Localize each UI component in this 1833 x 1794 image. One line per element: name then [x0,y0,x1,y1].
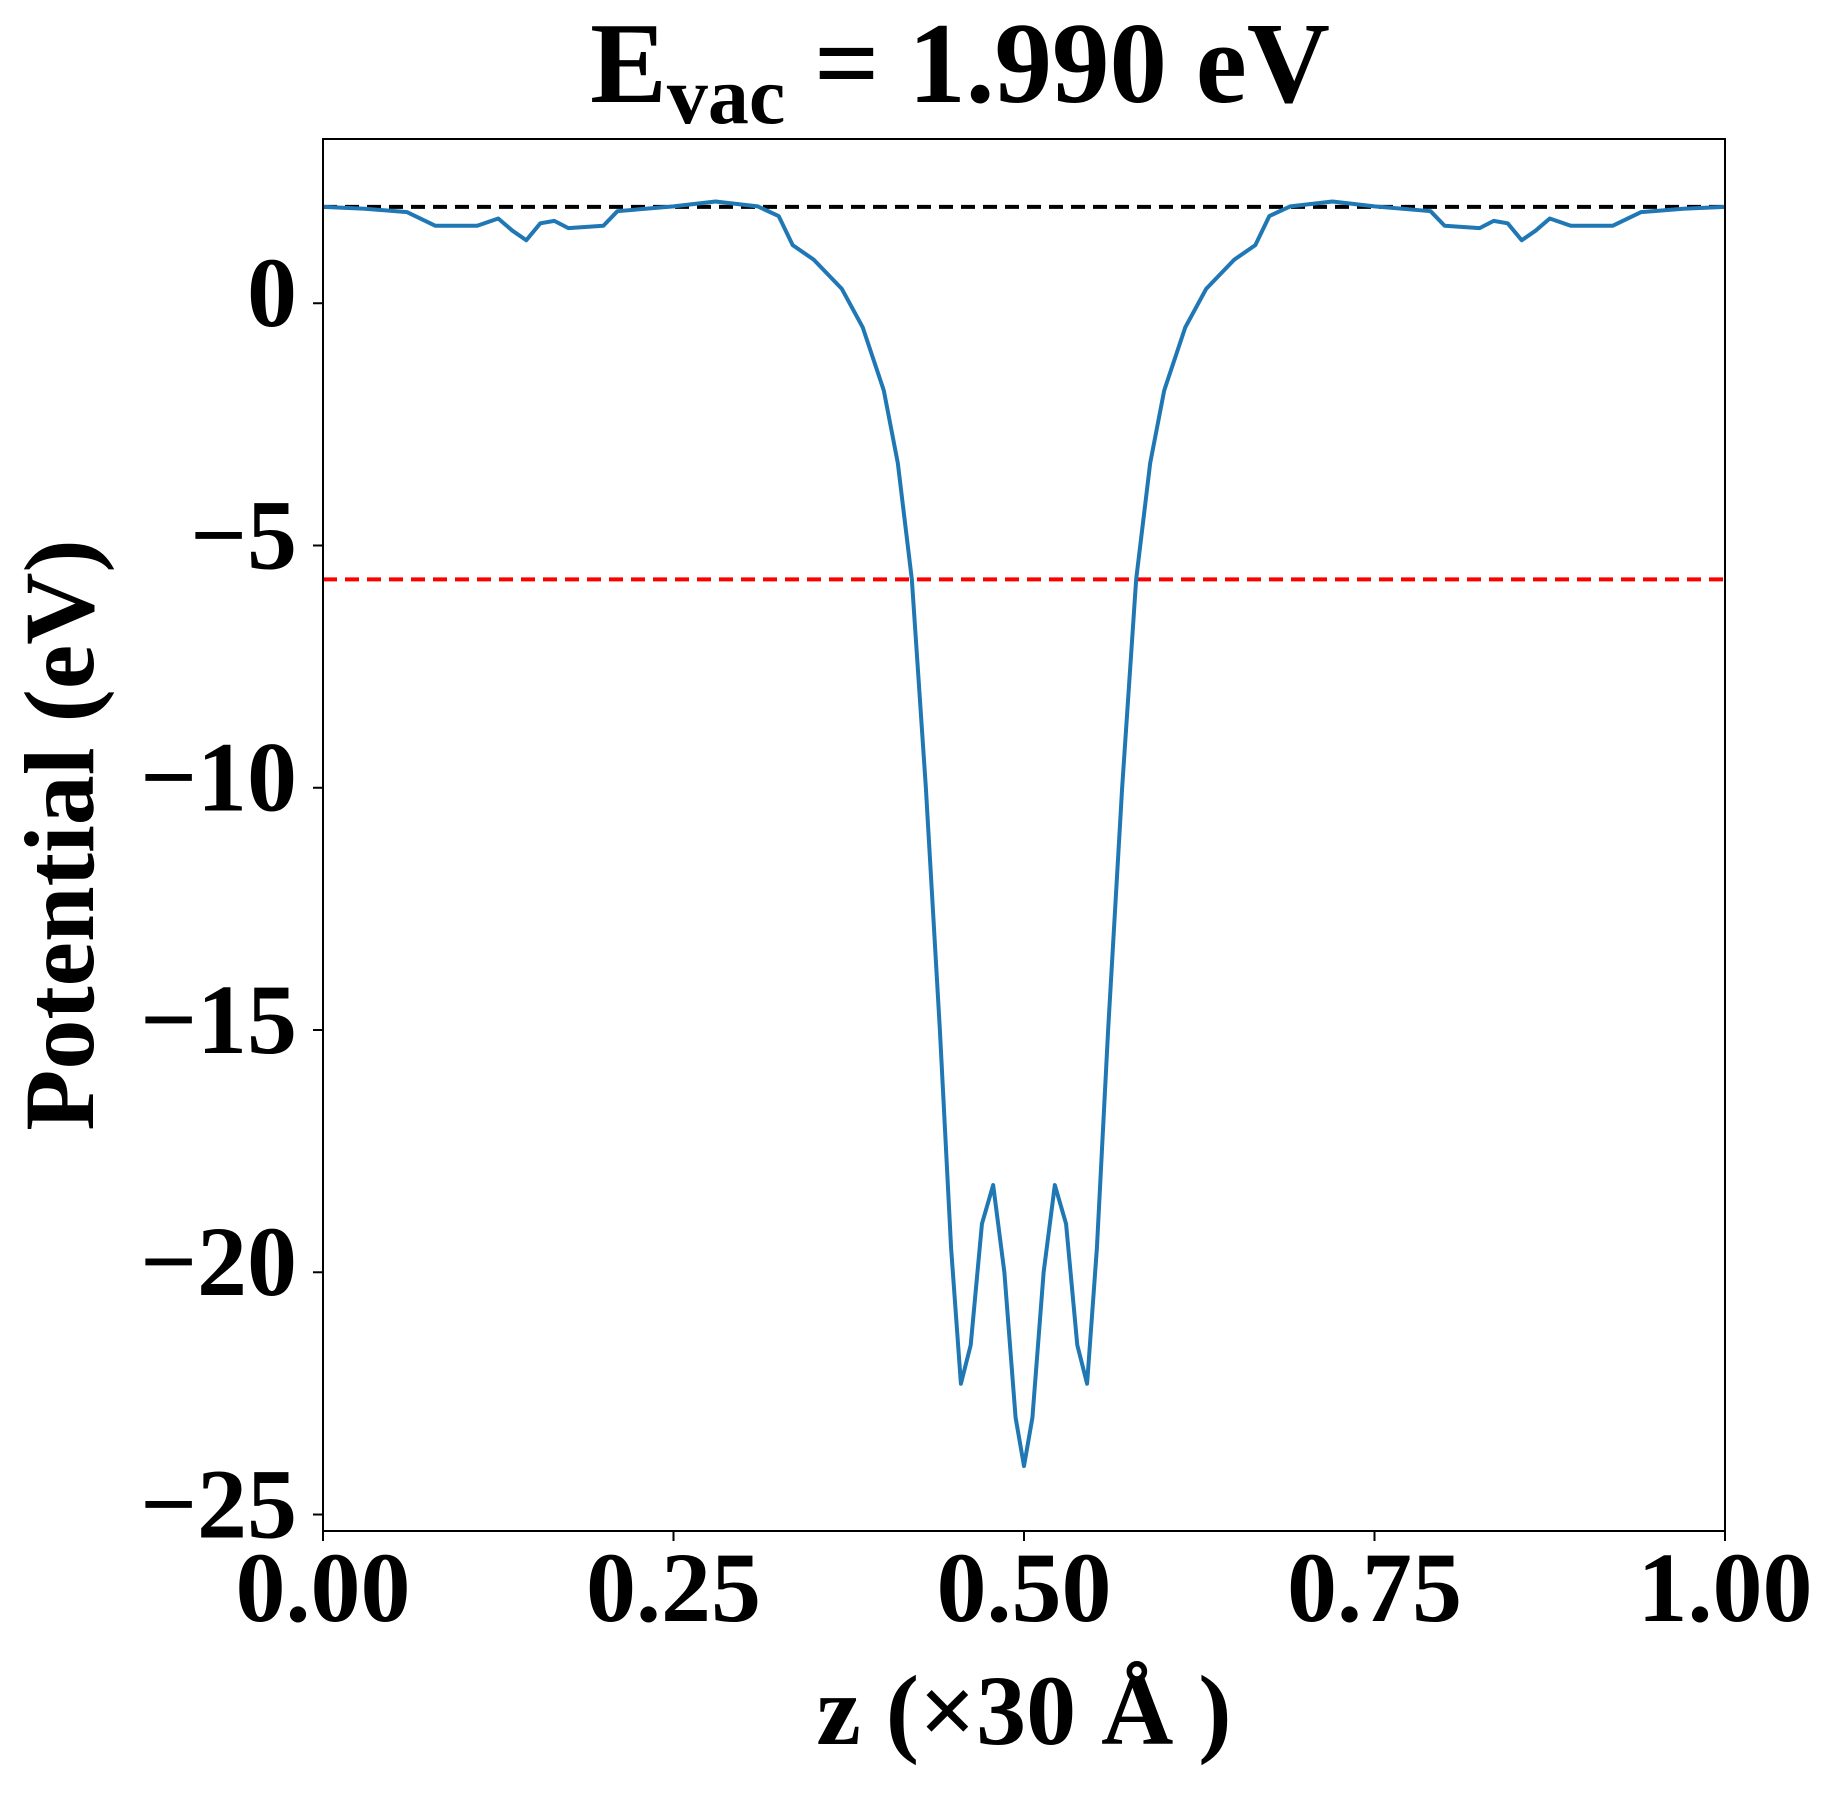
title-rest: = 1.990 eV [785,0,1330,127]
x-tick-label: 1.00 [1638,1532,1813,1643]
x-axis-label: z (×30 Å ) [816,1655,1231,1766]
y-tick-label: 0 [247,237,297,348]
x-tick-label: 0.50 [937,1532,1112,1643]
title-main: E [590,0,667,127]
data-line [322,199,1726,1469]
y-tick-label: −15 [140,964,297,1075]
x-tick-label: 0.00 [236,1532,411,1643]
x-tick-label: 0.25 [586,1532,761,1643]
chart-title: Evac = 1.990 eV [590,0,1330,140]
y-tick-label: −20 [140,1206,297,1317]
x-tick-label: 0.75 [1287,1532,1462,1643]
title-subscript: vac [667,50,785,141]
y-axis-label: Potential (eV) [4,539,115,1130]
plot-frame [322,138,1726,1532]
y-tick-label: −25 [140,1448,297,1559]
y-tick-label: −10 [140,722,297,833]
y-tick-label: −5 [190,479,297,590]
